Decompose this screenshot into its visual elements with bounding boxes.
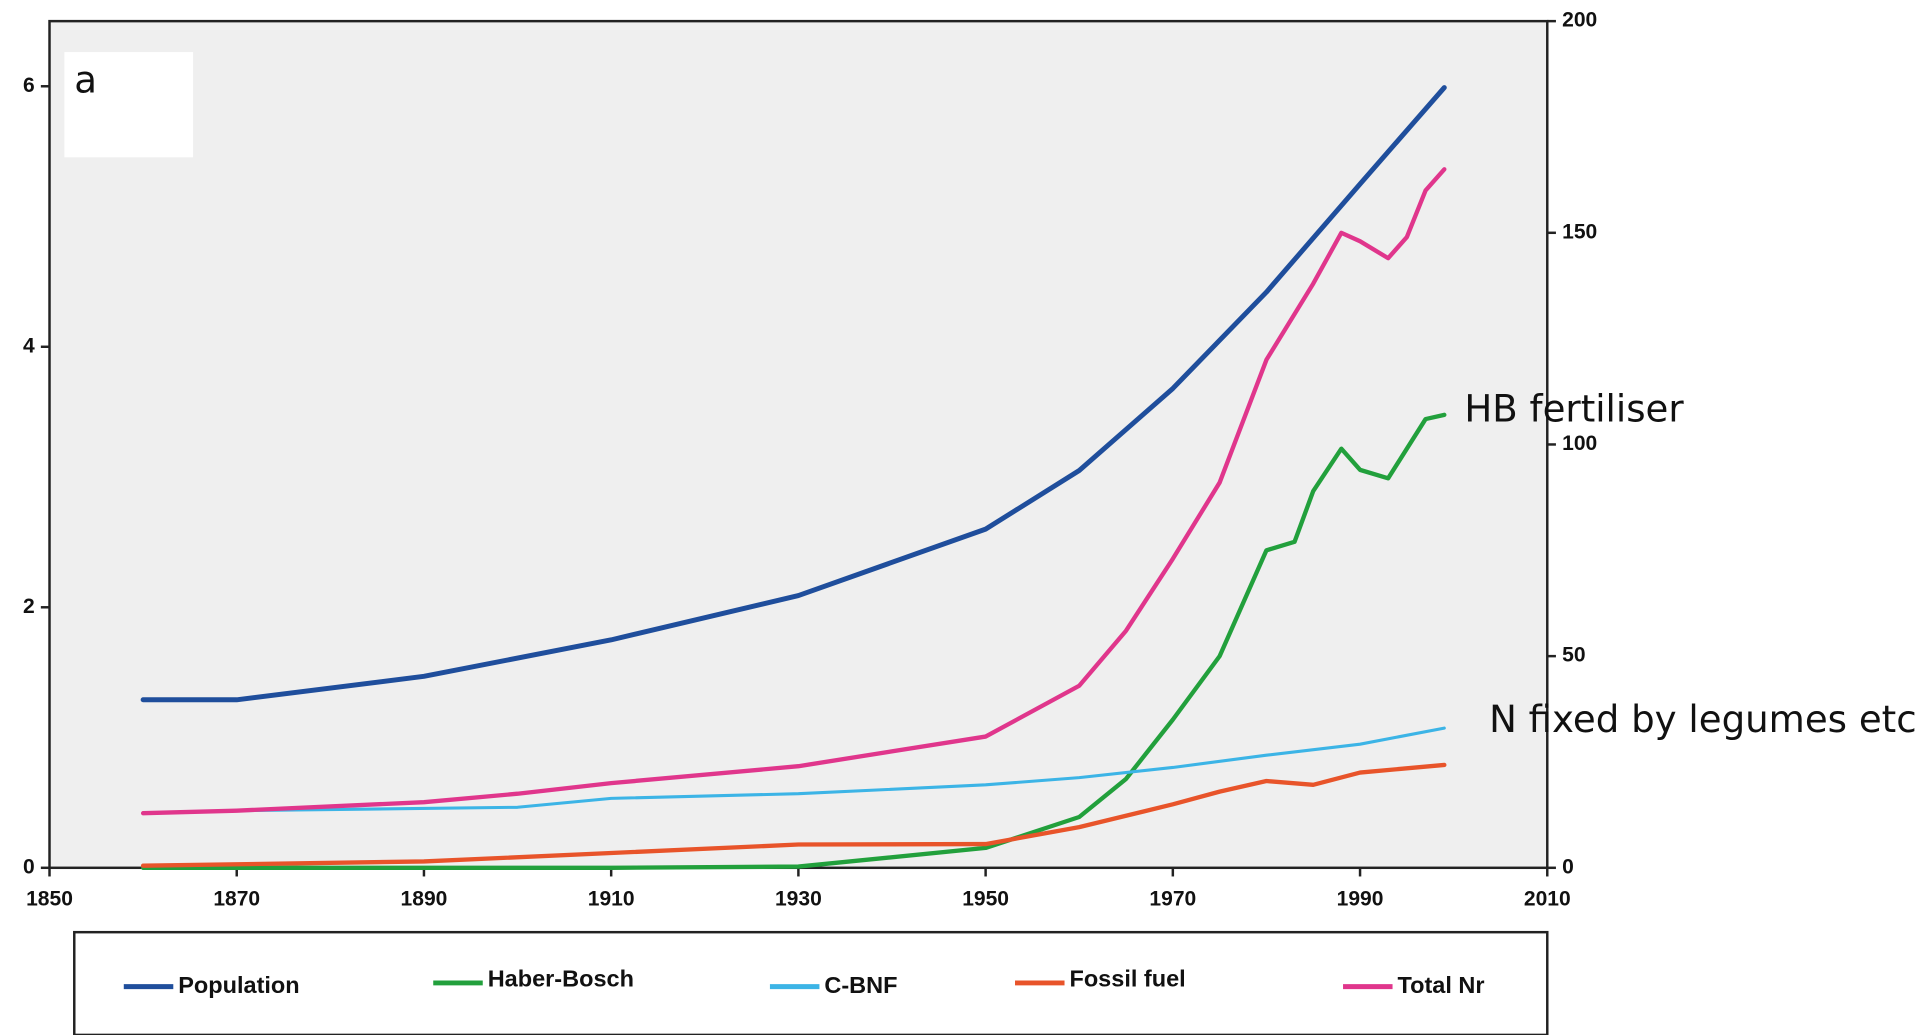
x-tick-label: 1910 [588, 888, 635, 911]
annotation: HB fertiliser [1464, 388, 1684, 431]
legend-box [73, 930, 1549, 1035]
legend-label: C-BNF [824, 972, 897, 998]
y-tick-label: 0 [23, 855, 35, 878]
x-tick-label: 1870 [213, 888, 260, 911]
series-line [140, 85, 1447, 703]
annotation: N fixed by legumes etc [1489, 698, 1917, 741]
legend-label: Population [178, 972, 299, 998]
legend-label: Fossil fuel [1069, 966, 1185, 992]
y2-tick-label: 0 [1562, 855, 1574, 878]
y2-tick-label: 50 [1562, 644, 1585, 667]
x-tick-label: 2010 [1524, 888, 1571, 911]
x-tick-label: 1890 [401, 888, 448, 911]
legend-label: Haber-Bosch [488, 966, 634, 992]
y-tick-label: 2 [23, 595, 35, 618]
y2-tick-label: 150 [1562, 220, 1597, 243]
panel-label-box [64, 52, 194, 158]
y2-tick-label: 100 [1562, 432, 1597, 455]
series-line [140, 167, 1447, 816]
x-tick-label: 1850 [26, 888, 73, 911]
legend-label: Total Nr [1397, 972, 1484, 998]
y2-tick-label: 200 [1562, 9, 1597, 32]
x-tick-label: 1990 [1337, 888, 1384, 911]
series-line [141, 726, 1446, 815]
series-line [140, 412, 1447, 870]
annotation: a [74, 58, 97, 101]
x-tick-label: 1930 [775, 888, 822, 911]
x-tick-label: 1950 [962, 888, 1009, 911]
y-tick-label: 4 [23, 334, 35, 357]
series-line [140, 762, 1447, 868]
plot-area [48, 19, 1549, 870]
x-tick-label: 1970 [1149, 888, 1196, 911]
y-tick-label: 6 [23, 74, 35, 97]
